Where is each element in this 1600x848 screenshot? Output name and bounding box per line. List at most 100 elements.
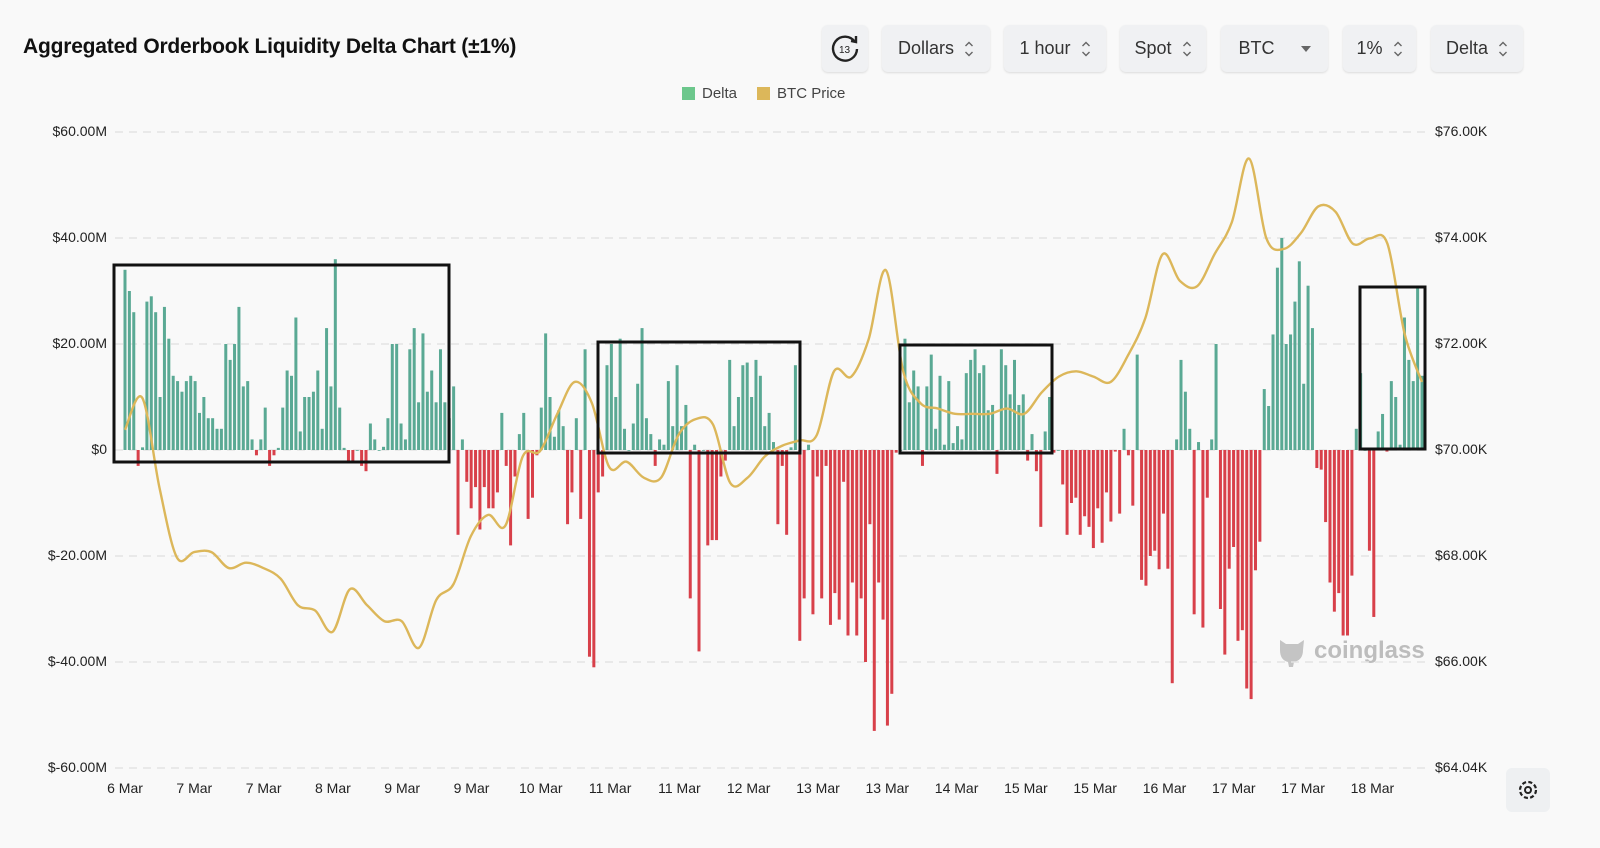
delta-bar-positive[interactable] bbox=[767, 412, 771, 450]
settings-button[interactable] bbox=[1506, 768, 1550, 812]
delta-bar-negative[interactable] bbox=[1148, 450, 1152, 556]
delta-bar-negative[interactable] bbox=[1332, 450, 1336, 612]
delta-bar-positive[interactable] bbox=[701, 450, 705, 451]
delta-bar-positive[interactable] bbox=[662, 444, 666, 450]
delta-bar-positive[interactable] bbox=[228, 359, 232, 450]
delta-bar-positive[interactable] bbox=[903, 338, 907, 450]
delta-bar-positive[interactable] bbox=[736, 397, 740, 450]
delta-bar-positive[interactable] bbox=[991, 404, 995, 450]
delta-bar-positive[interactable] bbox=[1402, 317, 1406, 451]
delta-bar-positive[interactable] bbox=[1056, 450, 1060, 451]
delta-bar-positive[interactable] bbox=[373, 439, 377, 450]
delta-bar-negative[interactable] bbox=[1105, 450, 1109, 493]
delta-bar-positive[interactable] bbox=[999, 349, 1003, 450]
delta-bar-positive[interactable] bbox=[1179, 359, 1183, 450]
delta-bar-negative[interactable] bbox=[587, 450, 591, 657]
delta-bar-positive[interactable] bbox=[189, 375, 193, 450]
delta-bar-positive[interactable] bbox=[434, 402, 438, 450]
delta-bar-negative[interactable] bbox=[351, 450, 355, 461]
delta-bar-positive[interactable] bbox=[789, 447, 793, 450]
delta-bar-positive[interactable] bbox=[986, 410, 990, 450]
delta-bar-positive[interactable] bbox=[224, 344, 228, 450]
delta-bar-negative[interactable] bbox=[1350, 450, 1354, 576]
delta-bar-positive[interactable] bbox=[793, 365, 797, 450]
delta-bar-positive[interactable] bbox=[329, 386, 333, 450]
delta-bar-positive[interactable] bbox=[132, 312, 136, 450]
delta-bar-positive[interactable] bbox=[956, 426, 960, 450]
delta-bar-negative[interactable] bbox=[1236, 450, 1240, 641]
delta-bar-negative[interactable] bbox=[1170, 450, 1174, 684]
delta-bar-negative[interactable] bbox=[268, 450, 272, 466]
delta-bar-positive[interactable] bbox=[925, 386, 929, 450]
delta-bar-negative[interactable] bbox=[846, 450, 850, 636]
delta-bar-negative[interactable] bbox=[723, 450, 727, 461]
delta-bar-negative[interactable] bbox=[881, 450, 885, 620]
delta-bar-positive[interactable] bbox=[627, 450, 631, 451]
delta-bar-positive[interactable] bbox=[219, 428, 223, 450]
delta-bar-positive[interactable] bbox=[333, 259, 337, 450]
delta-bar-negative[interactable] bbox=[842, 450, 846, 482]
delta-bar-positive[interactable] bbox=[1310, 328, 1314, 450]
delta-bar-negative[interactable] bbox=[504, 450, 508, 466]
delta-bar-positive[interactable] bbox=[671, 426, 675, 450]
delta-bar-positive[interactable] bbox=[1416, 285, 1420, 450]
delta-bar-positive[interactable] bbox=[947, 381, 951, 450]
delta-bar-positive[interactable] bbox=[298, 431, 302, 450]
delta-bar-negative[interactable] bbox=[1118, 450, 1122, 514]
delta-bar-positive[interactable] bbox=[934, 428, 938, 450]
delta-bar-negative[interactable] bbox=[894, 450, 898, 453]
delta-bar-negative[interactable] bbox=[833, 450, 837, 594]
delta-bar-positive[interactable] bbox=[807, 444, 811, 450]
interval-select[interactable]: 1 hour bbox=[1004, 25, 1106, 72]
delta-bar-negative[interactable] bbox=[1161, 450, 1165, 514]
delta-bar-positive[interactable] bbox=[552, 436, 556, 450]
delta-bar-negative[interactable] bbox=[1166, 450, 1170, 569]
delta-bar-positive[interactable] bbox=[772, 442, 775, 450]
delta-bar-positive[interactable] bbox=[1267, 406, 1271, 450]
delta-bar-negative[interactable] bbox=[653, 450, 657, 466]
delta-bar-positive[interactable] bbox=[338, 407, 342, 450]
delta-bar-positive[interactable] bbox=[1043, 431, 1047, 450]
delta-bar-positive[interactable] bbox=[614, 397, 618, 450]
delta-bar-negative[interactable] bbox=[1144, 450, 1148, 586]
delta-bar-negative[interactable] bbox=[1240, 450, 1244, 631]
delta-bar-negative[interactable] bbox=[1126, 450, 1130, 456]
delta-bar-negative[interactable] bbox=[1249, 450, 1253, 700]
delta-bar-positive[interactable] bbox=[1394, 397, 1398, 450]
delta-bar-positive[interactable] bbox=[1021, 394, 1025, 450]
delta-bar-positive[interactable] bbox=[294, 317, 298, 451]
delta-bar-positive[interactable] bbox=[605, 365, 609, 450]
delta-bar-positive[interactable] bbox=[758, 375, 762, 450]
delta-bar-negative[interactable] bbox=[1061, 450, 1065, 485]
delta-bar-negative[interactable] bbox=[1074, 450, 1078, 498]
delta-bar-negative[interactable] bbox=[890, 450, 894, 694]
delta-bar-negative[interactable] bbox=[1341, 450, 1345, 636]
delta-bar-negative[interactable] bbox=[877, 450, 881, 583]
delta-bar-negative[interactable] bbox=[802, 450, 806, 599]
delta-bar-positive[interactable] bbox=[1262, 389, 1266, 450]
delta-bar-positive[interactable] bbox=[763, 426, 767, 450]
delta-bar-positive[interactable] bbox=[684, 404, 688, 450]
delta-bar-positive[interactable] bbox=[395, 344, 399, 450]
delta-bar-negative[interactable] bbox=[601, 450, 605, 477]
delta-bar-positive[interactable] bbox=[241, 386, 245, 450]
delta-bar-positive[interactable] bbox=[675, 365, 679, 450]
delta-bar-positive[interactable] bbox=[368, 423, 372, 451]
delta-bar-positive[interactable] bbox=[960, 439, 964, 450]
delta-bar-negative[interactable] bbox=[1087, 450, 1091, 527]
delta-bar-positive[interactable] bbox=[574, 418, 578, 450]
delta-bar-positive[interactable] bbox=[425, 391, 429, 450]
legend-item-price[interactable]: BTC Price bbox=[757, 85, 845, 102]
delta-bar-positive[interactable] bbox=[618, 338, 622, 450]
delta-bar-positive[interactable] bbox=[171, 375, 175, 450]
delta-bar-positive[interactable] bbox=[386, 418, 390, 450]
delta-bar-positive[interactable] bbox=[202, 397, 206, 450]
delta-bar-positive[interactable] bbox=[544, 333, 548, 450]
delta-bar-negative[interactable] bbox=[1385, 450, 1389, 452]
delta-bar-positive[interactable] bbox=[438, 349, 442, 450]
delta-bar-negative[interactable] bbox=[1324, 450, 1328, 523]
delta-bar-positive[interactable] bbox=[149, 296, 153, 450]
mode-select[interactable]: Delta bbox=[1431, 25, 1523, 72]
delta-bar-negative[interactable] bbox=[1153, 450, 1157, 551]
delta-bar-positive[interactable] bbox=[417, 402, 421, 450]
